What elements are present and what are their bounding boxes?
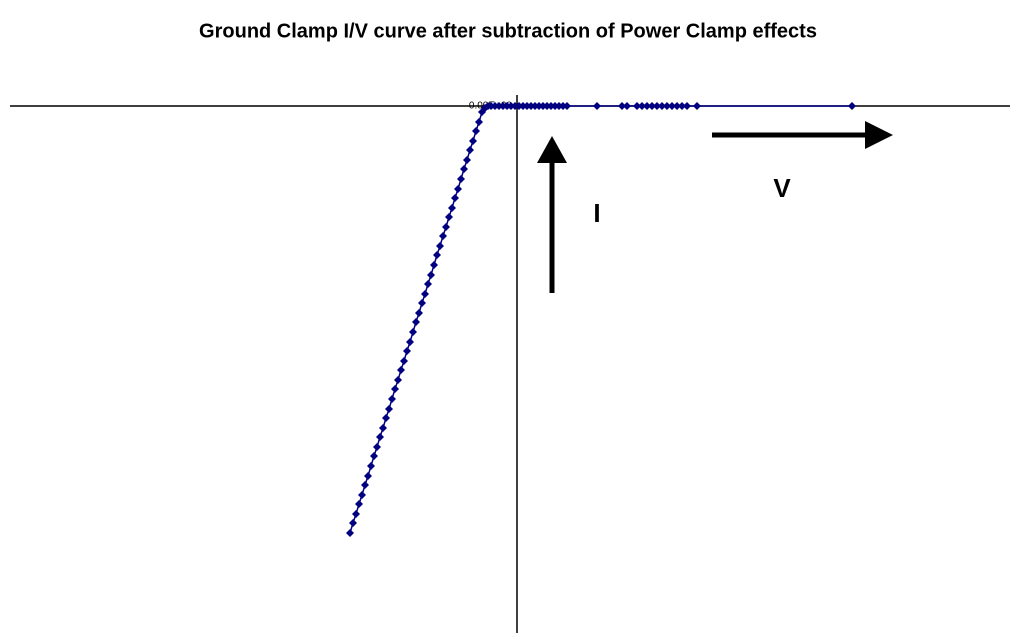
data-point: [436, 242, 444, 250]
data-point: [673, 102, 681, 110]
data-point: [382, 414, 390, 422]
data-point: [355, 500, 363, 508]
data-point: [388, 395, 396, 403]
data-point: [658, 102, 666, 110]
data-point: [466, 146, 474, 154]
data-point: [451, 194, 459, 202]
data-point: [364, 472, 372, 480]
data-point: [352, 510, 360, 518]
data-point: [358, 491, 366, 499]
data-point: [430, 261, 438, 269]
voltage-label: V: [773, 173, 791, 203]
data-point: [643, 102, 651, 110]
data-point: [376, 433, 384, 441]
data-point: [433, 251, 441, 259]
data-point: [460, 165, 468, 173]
data-point: [361, 481, 369, 489]
data-point: [367, 462, 375, 470]
data-point: [469, 137, 477, 145]
data-point: [439, 232, 447, 240]
data-point: [373, 443, 381, 451]
data-point: [623, 102, 631, 110]
current-label: I: [593, 198, 600, 228]
data-point: [418, 299, 426, 307]
data-point: [638, 102, 646, 110]
data-point: [391, 385, 399, 393]
data-point: [379, 424, 387, 432]
voltage-arrow: [712, 121, 893, 149]
data-point: [454, 185, 462, 193]
data-point: [457, 175, 465, 183]
chart-title: Ground Clamp I/V curve after subtraction…: [199, 20, 817, 42]
series-line: [349, 105, 852, 534]
data-point: [400, 357, 408, 365]
data-point: [403, 347, 411, 355]
data-point: [648, 102, 656, 110]
data-point: [370, 452, 378, 460]
data-point: [421, 290, 429, 298]
data-point: [427, 271, 435, 279]
data-point: [463, 156, 471, 164]
data-point: [448, 204, 456, 212]
data-point: [663, 102, 671, 110]
data-point: [385, 405, 393, 413]
data-point: [409, 328, 417, 336]
data-point: [848, 102, 856, 110]
data-point: [693, 102, 701, 110]
data-point: [618, 102, 626, 110]
data-point: [563, 102, 571, 110]
data-point: [445, 213, 453, 221]
data-point: [412, 318, 420, 326]
data-point: [406, 338, 414, 346]
data-point: [668, 102, 676, 110]
data-point: [442, 223, 450, 231]
data-point: [475, 118, 483, 126]
data-point: [683, 102, 691, 110]
current-arrow: [537, 136, 567, 293]
data-point: [349, 519, 357, 527]
data-point: [593, 102, 601, 110]
data-point: [633, 102, 641, 110]
data-point: [394, 376, 402, 384]
data-point: [397, 366, 405, 374]
data-point: [653, 102, 661, 110]
data-point: [678, 102, 686, 110]
data-point: [472, 127, 480, 135]
data-point: [415, 309, 423, 317]
data-point: [424, 280, 432, 288]
data-point: [346, 529, 354, 537]
